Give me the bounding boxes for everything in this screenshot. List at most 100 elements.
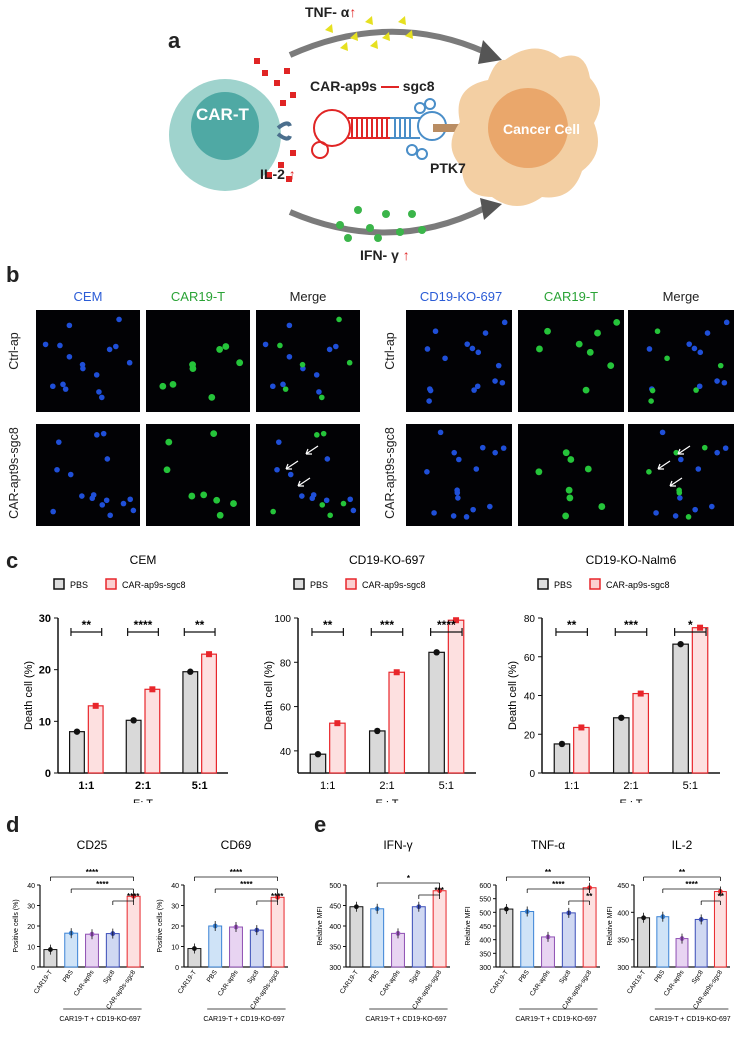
cell-dot	[464, 341, 471, 347]
cell-dot	[696, 383, 703, 390]
x-tick-label: CAR-ap9s	[217, 969, 240, 998]
y-tick-label: 0	[45, 768, 51, 780]
cell-dot	[327, 512, 333, 519]
cell-dot	[646, 469, 652, 475]
bar-pbs	[182, 671, 199, 774]
chart-cd19ko697: CD19-KO-697 PBS CAR-ap9s-sgc8 40 60 80 100 Deat…	[263, 553, 476, 803]
y-tick-label: 450	[479, 924, 491, 931]
x-tick-label: Sgc8	[558, 969, 572, 985]
cell-dot	[649, 387, 656, 394]
cell-dot	[659, 429, 666, 436]
significance-label: ****	[96, 880, 109, 889]
significance-label: ****	[240, 880, 253, 889]
row-label-apt-right: CAR-apt9s-sgc8	[383, 427, 397, 519]
cell-dot	[210, 430, 218, 438]
y-tick-label: 60	[280, 703, 292, 714]
cell-dot	[431, 510, 437, 516]
cell-dot	[127, 496, 134, 503]
cell-dot	[60, 381, 66, 388]
data-point-pbs	[677, 640, 684, 648]
chart-title: IFN-γ	[383, 838, 412, 852]
top-arrow	[288, 28, 487, 58]
legend-swatch-pbs	[53, 578, 65, 590]
y-tick-label: 350	[479, 951, 491, 958]
bar	[656, 916, 670, 968]
up-arrow-icon: ↑	[349, 4, 357, 20]
cell-dot	[471, 387, 477, 393]
significance-label: ***	[624, 618, 638, 632]
y-tick-label: 0	[31, 965, 35, 972]
cell-dot	[200, 491, 208, 499]
data-point-pbs	[130, 717, 137, 724]
chart-title: CEM	[130, 553, 157, 567]
bar	[64, 932, 79, 968]
micrograph-tile	[518, 310, 624, 412]
car-receptor	[276, 121, 292, 141]
x-tick-label: CAR19-T	[489, 969, 510, 995]
y-tick-label: 30	[39, 613, 51, 625]
cell-dot	[714, 449, 720, 456]
cell-dot	[287, 471, 294, 478]
x-tick-label: Sgc8	[246, 969, 260, 985]
cancer-label: Cancer Cell	[503, 121, 581, 137]
significance-label: *	[407, 874, 411, 883]
significance-label: **	[567, 618, 577, 632]
cell-dot	[500, 445, 507, 451]
cell-dot	[280, 381, 286, 388]
cell-dot	[309, 495, 316, 502]
data-point-treated	[578, 724, 585, 731]
bar	[105, 933, 120, 968]
bar-treated	[573, 726, 590, 774]
cell-dot	[277, 342, 283, 349]
channel-header-cem: CEM	[73, 289, 103, 304]
cell-dot	[282, 386, 289, 392]
bar-treated	[388, 671, 406, 774]
cell-dot	[427, 387, 434, 394]
micrograph-tile	[518, 424, 624, 526]
data-point-treated	[637, 690, 644, 697]
y-tick-label: 300	[479, 965, 491, 972]
bar	[432, 890, 447, 968]
bar-treated	[691, 627, 709, 774]
cell-dot	[673, 449, 680, 456]
chart-title: CD19-KO-Nalm6	[586, 553, 677, 567]
pointer-arrow-icon	[677, 445, 691, 455]
cell-dot	[316, 389, 322, 395]
y-tick-label: 400	[329, 924, 341, 931]
y-tick-label: 10	[39, 716, 51, 728]
micrograph-tile	[146, 310, 250, 412]
chart-title: CD69	[221, 838, 252, 852]
cell-dot	[442, 355, 448, 362]
significance-label: ****	[271, 892, 284, 901]
up-arrow-icon: ↑	[402, 247, 410, 263]
bar	[411, 906, 426, 968]
channel-header-car19t-left: CAR19-T	[170, 289, 226, 304]
ifn-dots	[336, 206, 426, 242]
legend-swatch-pbs	[537, 578, 549, 590]
cell-dot	[454, 489, 461, 496]
cell-dot	[566, 494, 574, 502]
cell-dot	[501, 319, 508, 326]
cell-dot	[208, 393, 216, 401]
cell-dot	[79, 493, 85, 499]
micrograph-tile	[628, 310, 734, 412]
y-tick-label: 40	[524, 692, 536, 703]
data-point-treated	[206, 651, 213, 658]
significance-label: ****	[134, 618, 153, 632]
cell-dot	[320, 430, 327, 437]
bar	[229, 926, 243, 968]
x-tick-label: 5:1	[192, 780, 208, 792]
cell-dot	[216, 511, 224, 519]
y-tick-label: 300	[617, 965, 629, 972]
cell-dot	[455, 495, 461, 501]
cell-dot	[326, 346, 333, 353]
cell-dot	[479, 444, 486, 451]
y-tick-label: 20	[39, 665, 51, 677]
cell-dot	[66, 353, 73, 360]
cell-dot	[56, 439, 62, 445]
micrograph-tile	[406, 310, 512, 412]
cell-dot	[314, 432, 320, 438]
chart-title: TNF-α	[531, 838, 565, 852]
cell-dot	[613, 318, 621, 326]
